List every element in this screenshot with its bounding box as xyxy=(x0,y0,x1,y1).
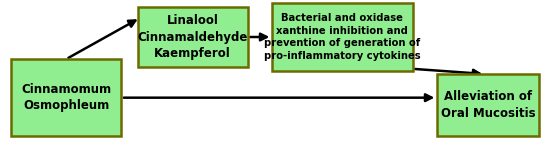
FancyBboxPatch shape xyxy=(138,7,248,67)
FancyBboxPatch shape xyxy=(11,59,121,136)
Text: Linalool
Cinnamaldehyde
Kaempferol: Linalool Cinnamaldehyde Kaempferol xyxy=(138,14,248,60)
Text: Bacterial and oxidase
xanthine inhibition and
prevention of generation of
pro-in: Bacterial and oxidase xanthine inhibitio… xyxy=(264,13,421,61)
Text: Cinnamomum
Osmophleum: Cinnamomum Osmophleum xyxy=(21,83,111,112)
FancyBboxPatch shape xyxy=(272,3,412,71)
FancyBboxPatch shape xyxy=(437,74,539,136)
Text: Alleviation of
Oral Mucositis: Alleviation of Oral Mucositis xyxy=(441,90,536,120)
